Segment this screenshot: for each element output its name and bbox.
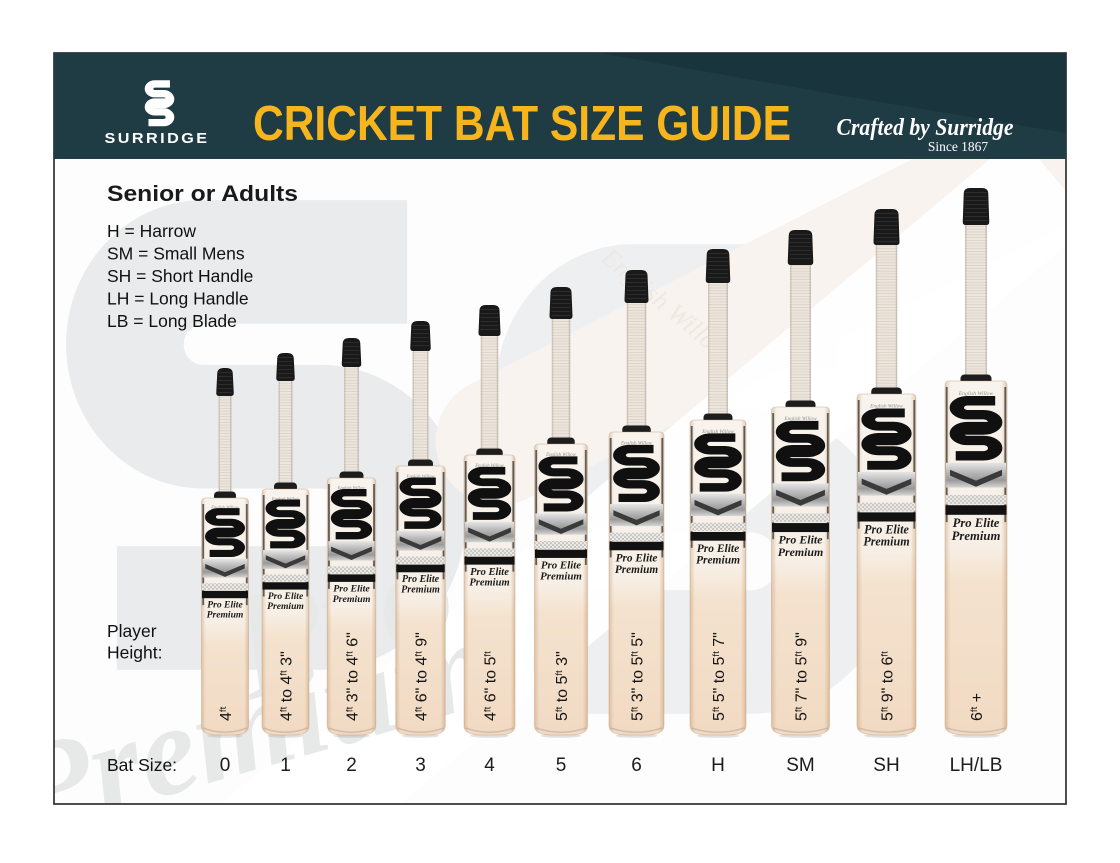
svg-text:Premium: Premium: [952, 529, 1001, 543]
svg-text:Premium: Premium: [863, 535, 909, 549]
svg-text:SURRIDGE: SURRIDGE: [105, 131, 210, 147]
svg-text:Bat Size:: Bat Size:: [107, 755, 177, 775]
svg-text:English Willow: English Willow: [869, 404, 903, 410]
svg-text:Senior or Adults: Senior or Adults: [107, 181, 298, 206]
svg-text:Premium: Premium: [696, 555, 740, 567]
svg-text:5ft​ 9" to 6ft​: 5ft​ 9" to 6ft​: [880, 651, 897, 721]
svg-text:SM: SM: [786, 755, 815, 776]
svg-text:Premium: Premium: [469, 578, 509, 589]
svg-text:English Willow: English Willow: [783, 416, 817, 422]
svg-text:English Willow: English Willow: [210, 505, 238, 510]
svg-text:LB = Long Blade: LB = Long Blade: [107, 311, 237, 331]
svg-text:Premium: Premium: [401, 585, 440, 596]
svg-text:Pro Elite: Pro Elite: [402, 574, 440, 585]
svg-text:2: 2: [346, 755, 357, 776]
svg-text:6ft​ +: 6ft​ +: [969, 693, 986, 721]
svg-text:1: 1: [280, 755, 291, 776]
svg-text:Premium: Premium: [333, 594, 371, 605]
svg-text:3: 3: [415, 755, 426, 776]
svg-text:English Willow: English Willow: [271, 496, 299, 501]
svg-text:4: 4: [484, 755, 495, 776]
svg-text:English Willow: English Willow: [474, 464, 504, 469]
svg-text:SM = Small Mens: SM = Small Mens: [107, 244, 245, 264]
svg-text:0: 0: [220, 755, 231, 776]
svg-text:Crafted by Surridge: Crafted by Surridge: [837, 115, 1014, 141]
svg-text:Player: Player: [107, 621, 157, 641]
svg-text:4ft​ 6" to 4ft​ 9": 4ft​ 6" to 4ft​ 9": [414, 632, 431, 721]
svg-text:English Willow: English Willow: [337, 485, 365, 490]
svg-text:Since 1867: Since 1867: [928, 139, 989, 154]
svg-text:CRICKET BAT SIZE GUIDE: CRICKET BAT SIZE GUIDE: [253, 97, 791, 151]
svg-text:Premium: Premium: [207, 610, 244, 621]
svg-text:Pro Elite: Pro Elite: [470, 567, 509, 578]
svg-text:Premium: Premium: [615, 564, 659, 576]
svg-text:H = Harrow: H = Harrow: [107, 221, 196, 241]
svg-text:Pro Elite: Pro Elite: [616, 552, 658, 564]
svg-text:Pro Elite: Pro Elite: [864, 522, 909, 536]
svg-text:Pro Elite: Pro Elite: [953, 516, 1000, 530]
svg-text:English Willow: English Willow: [701, 429, 734, 435]
svg-text:Premium: Premium: [540, 571, 582, 583]
svg-text:4ft​ 3" to 4ft​ 6": 4ft​ 3" to 4ft​ 6": [345, 632, 362, 721]
svg-text:4ft​ to 4ft​ 3": 4ft​ to 4ft​ 3": [279, 651, 296, 721]
svg-text:4ft​ 6" to 5ft​: 4ft​ 6" to 5ft​: [483, 651, 500, 721]
svg-text:Height:: Height:: [107, 643, 162, 663]
svg-text:English Willow: English Willow: [545, 453, 576, 458]
svg-text:5ft​ 5" to 5ft​ 7": 5ft​ 5" to 5ft​ 7": [711, 632, 728, 721]
svg-text:English Willow: English Willow: [958, 391, 994, 397]
svg-text:SH: SH: [873, 755, 899, 776]
svg-text:H: H: [711, 755, 725, 776]
svg-text:5: 5: [556, 755, 567, 776]
svg-text:Pro Elite: Pro Elite: [541, 560, 581, 572]
svg-text:SH = Short Handle: SH = Short Handle: [107, 266, 253, 286]
svg-text:4ft​: 4ft​: [218, 706, 235, 721]
svg-text:5ft​ to 5ft​ 3": 5ft​ to 5ft​ 3": [554, 651, 571, 721]
svg-text:Premium: Premium: [267, 601, 304, 612]
svg-text:Pro Elite: Pro Elite: [268, 591, 304, 602]
svg-text:Pro Elite: Pro Elite: [333, 584, 370, 595]
svg-text:LH = Long Handle: LH = Long Handle: [107, 289, 249, 309]
svg-text:English Willow: English Willow: [620, 441, 653, 447]
svg-text:English Willow: English Willow: [406, 474, 436, 479]
svg-text:6: 6: [631, 755, 642, 776]
svg-text:5ft​ 3" to 5ft​ 5": 5ft​ 3" to 5ft​ 5": [630, 632, 647, 721]
svg-text:Pro Elite: Pro Elite: [207, 600, 243, 611]
svg-text:Premium: Premium: [778, 545, 824, 559]
svg-text:Pro Elite: Pro Elite: [697, 543, 740, 555]
svg-text:LH/LB: LH/LB: [950, 755, 1003, 776]
svg-text:5ft​ 7" to 5ft​ 9": 5ft​ 7" to 5ft​ 9": [794, 632, 811, 721]
svg-text:Pro Elite: Pro Elite: [779, 533, 824, 547]
